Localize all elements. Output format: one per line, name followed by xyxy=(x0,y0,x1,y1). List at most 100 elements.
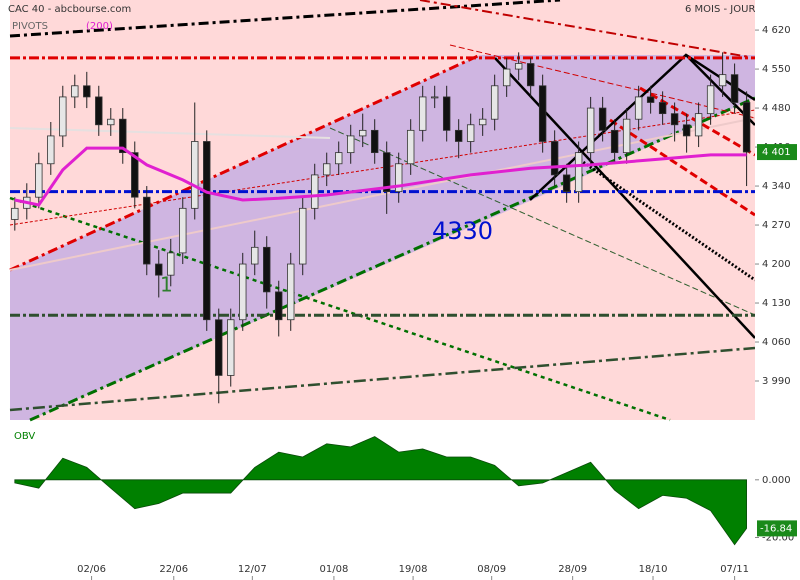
trend-line xyxy=(9,109,756,226)
candle-body xyxy=(562,174,571,193)
last-price-box xyxy=(757,144,797,161)
y-tick-label: 4 480 xyxy=(762,103,791,114)
candle-body xyxy=(646,96,655,103)
candle-body xyxy=(478,118,487,126)
candle-body xyxy=(634,96,643,120)
candle-body xyxy=(514,63,523,70)
candle-body xyxy=(418,96,427,131)
candle-body xyxy=(251,246,259,265)
candle-body xyxy=(167,252,175,276)
x-tick-label: 12/07 xyxy=(238,564,267,575)
trend-line xyxy=(419,0,756,59)
panel-title: OBV xyxy=(14,431,35,442)
y-tick-label: 4 130 xyxy=(762,298,791,309)
candle-body xyxy=(502,68,511,87)
candle-body xyxy=(574,152,583,193)
candle-body xyxy=(394,163,403,193)
candle-body xyxy=(47,135,55,165)
last-value-label: -16.84 xyxy=(760,523,792,534)
candle-body xyxy=(359,129,367,137)
price-panel xyxy=(10,0,755,420)
x-tick-label: 22/06 xyxy=(159,564,188,575)
candle-body xyxy=(586,107,595,154)
channel xyxy=(10,55,755,420)
candle-body xyxy=(550,141,559,176)
candle-body xyxy=(191,141,199,209)
trend-line xyxy=(579,158,756,282)
trend-line xyxy=(9,53,481,272)
last-value-box xyxy=(757,520,797,537)
x-tick-label: 07/11 xyxy=(720,564,749,575)
candle-body xyxy=(59,96,67,137)
y-tick-label: 4 620 xyxy=(762,25,791,36)
candle-body xyxy=(275,291,283,321)
x-tick-label: 08/09 xyxy=(477,564,506,575)
candle-body xyxy=(466,124,475,142)
candle-body xyxy=(622,118,631,154)
chart-title: CAC 40 - abcbourse.com xyxy=(8,4,131,15)
trend-line xyxy=(449,44,756,119)
candle-body xyxy=(730,74,739,103)
y-tick-label: 4 550 xyxy=(762,64,791,75)
trend-line xyxy=(329,127,756,316)
y-tick-label: 0.000 xyxy=(762,475,791,486)
candle-body xyxy=(83,85,91,98)
candle-body xyxy=(263,246,271,293)
candle-body xyxy=(682,124,691,137)
candle-body xyxy=(610,129,619,154)
candle-body xyxy=(347,135,355,154)
annotation: 4330 xyxy=(432,217,493,245)
candle-body xyxy=(335,152,343,165)
candle-body xyxy=(526,63,535,87)
candle-body xyxy=(442,96,451,131)
candle-body xyxy=(371,129,379,154)
candle-body xyxy=(598,107,607,131)
pitchfork xyxy=(494,57,756,339)
candle-body xyxy=(382,152,391,193)
candle-body xyxy=(71,85,79,98)
trend-line xyxy=(9,0,561,38)
candle-body xyxy=(742,102,751,153)
candle-body xyxy=(35,163,43,198)
y-tick-label: -20.00 xyxy=(762,533,794,544)
candle-body xyxy=(215,319,223,376)
candle-body xyxy=(179,207,187,254)
candle-body xyxy=(95,96,103,126)
candle-body xyxy=(454,129,463,142)
y-tick-label: 4 270 xyxy=(762,220,791,231)
candle-body xyxy=(203,141,211,321)
candle-body xyxy=(694,113,703,137)
legend-entry: (200) xyxy=(86,21,113,32)
candle-body xyxy=(143,196,151,265)
candle-body xyxy=(718,74,727,87)
chart-subtitle: 6 MOIS - JOUR xyxy=(685,4,755,15)
candle-body xyxy=(706,85,715,115)
candle-body xyxy=(11,207,19,220)
candle-body xyxy=(490,85,499,120)
trend-line xyxy=(29,96,756,422)
candle-body xyxy=(239,263,247,321)
obv-area xyxy=(14,436,748,546)
x-tick-label: 18/10 xyxy=(639,564,668,575)
marks xyxy=(10,52,755,404)
candle-body xyxy=(658,102,667,115)
x-tick-label: 02/06 xyxy=(77,564,106,575)
candle-body xyxy=(227,319,235,376)
candle-body xyxy=(323,163,331,176)
candle-body xyxy=(299,207,307,265)
trend-line xyxy=(9,117,756,271)
annotation: 1 xyxy=(160,273,173,297)
candle-body xyxy=(311,174,319,209)
trend-line xyxy=(609,118,756,217)
x-tick-label: 28/09 xyxy=(558,564,587,575)
axis-panel xyxy=(755,0,800,420)
y-tick-label: 4 060 xyxy=(762,337,791,348)
y-tick-label: 3 990 xyxy=(762,376,791,387)
last-price-label: 4 401 xyxy=(762,147,791,158)
legend-entry: PIVOTS xyxy=(12,21,48,32)
x-tick-label: 01/08 xyxy=(319,564,348,575)
candle-body xyxy=(670,113,679,126)
x-tick-label: 19/08 xyxy=(399,564,428,575)
candle-body xyxy=(131,152,139,198)
